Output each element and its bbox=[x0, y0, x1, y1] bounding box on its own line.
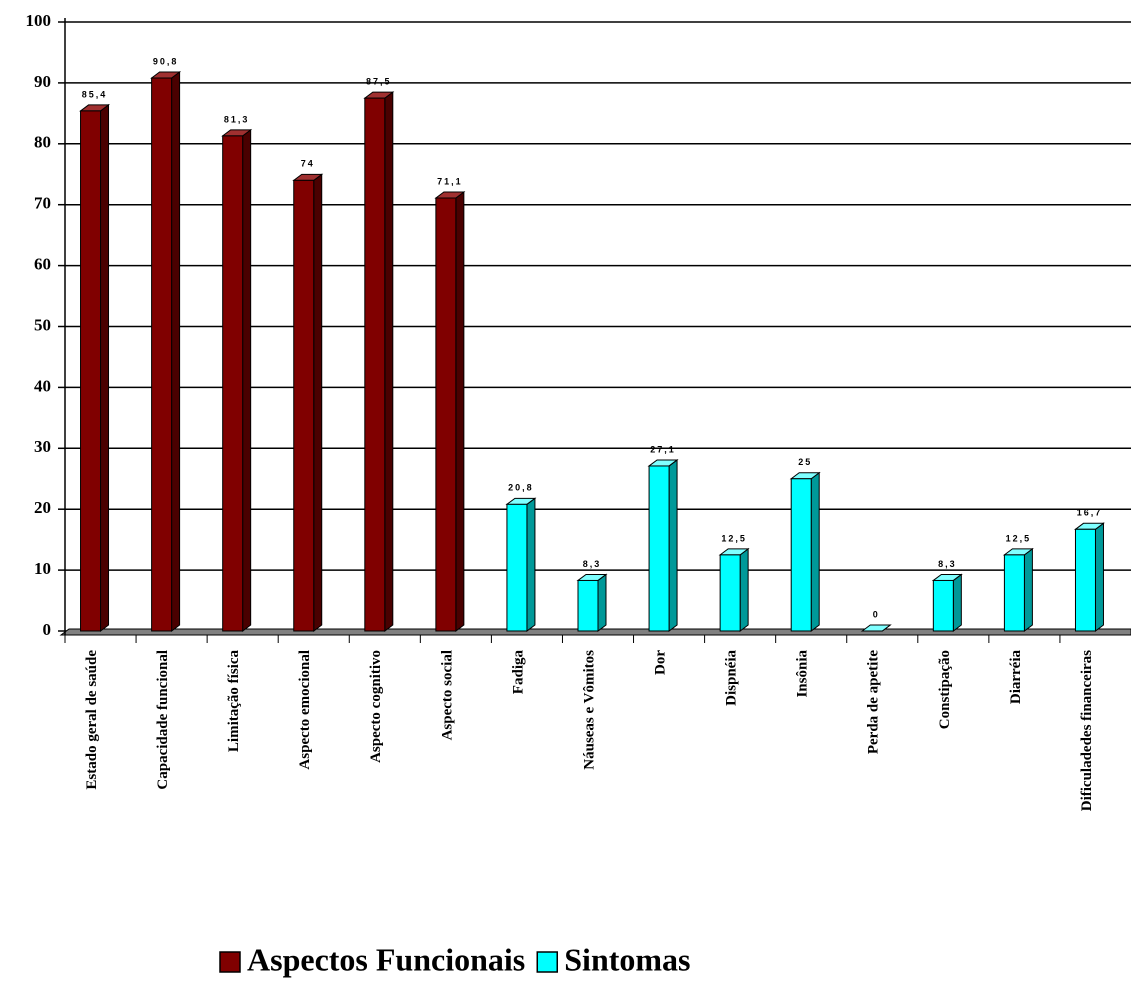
bar bbox=[719, 554, 741, 632]
y-tick-label: 60 bbox=[34, 255, 51, 274]
bar-side bbox=[242, 128, 252, 632]
data-label: 8,3 bbox=[583, 559, 602, 569]
x-tick-label: Perda de apetite bbox=[866, 650, 882, 754]
bar bbox=[506, 503, 528, 632]
bar bbox=[1003, 554, 1025, 632]
x-tick-label: Dor bbox=[653, 650, 669, 675]
x-tick-label: Limitação física bbox=[226, 650, 242, 753]
bar bbox=[80, 110, 102, 632]
x-tick-label: Constipação bbox=[937, 650, 953, 729]
bar bbox=[293, 179, 315, 632]
data-label: 71,1 bbox=[437, 176, 463, 186]
y-tick-label: 30 bbox=[34, 437, 51, 456]
bar bbox=[151, 77, 173, 632]
x-tick-label: Aspecto emocional bbox=[297, 650, 313, 770]
x-tick-label: Dificuladedes financeiras bbox=[1079, 650, 1095, 811]
bar bbox=[1074, 528, 1096, 632]
legend-swatch bbox=[219, 951, 241, 973]
x-tick-label: Dispnéia bbox=[724, 650, 740, 706]
bar-side bbox=[1094, 522, 1104, 632]
data-label: 8,3 bbox=[938, 559, 957, 569]
y-tick-label: 20 bbox=[34, 498, 51, 517]
data-label: 16,7 bbox=[1077, 508, 1103, 518]
bar-side bbox=[810, 471, 820, 632]
data-label: 20,8 bbox=[508, 483, 534, 493]
bar-side bbox=[313, 173, 323, 632]
y-tick-label: 10 bbox=[34, 559, 51, 578]
bar-side bbox=[952, 573, 962, 632]
x-tick-label: Aspecto cognitivo bbox=[368, 650, 384, 763]
legend-label: Aspectos Funcionais bbox=[247, 941, 525, 977]
bar bbox=[435, 197, 457, 632]
bar-side bbox=[739, 547, 749, 632]
bar-side bbox=[384, 91, 394, 632]
bar-side bbox=[526, 497, 536, 632]
bar-side bbox=[597, 573, 607, 632]
y-tick-label: 90 bbox=[34, 72, 51, 91]
bar-side bbox=[171, 71, 181, 632]
y-tick-label: 0 bbox=[43, 620, 52, 639]
data-label: 12,5 bbox=[721, 533, 747, 543]
x-tick-label: Náuseas e Vômitos bbox=[581, 650, 597, 770]
bar-side bbox=[668, 458, 678, 632]
bar bbox=[222, 135, 244, 632]
data-label: 81,3 bbox=[224, 114, 250, 124]
y-tick-label: 40 bbox=[34, 376, 51, 395]
data-label: 74 bbox=[301, 159, 315, 169]
x-tick-label: Estado geral de saúde bbox=[84, 650, 100, 790]
data-label: 87,5 bbox=[366, 77, 392, 87]
data-label: 27,1 bbox=[650, 444, 676, 454]
x-tick-label: Diarréia bbox=[1008, 650, 1024, 705]
data-label: 12,5 bbox=[1006, 533, 1032, 543]
data-label: 25 bbox=[798, 457, 812, 467]
x-tick-label: Capacidade funcional bbox=[155, 650, 171, 790]
y-tick-label: 70 bbox=[34, 194, 51, 213]
y-tick-label: 80 bbox=[34, 133, 51, 152]
bar-side bbox=[455, 191, 465, 632]
x-tick-label: Insônia bbox=[795, 650, 811, 698]
data-label: 0 bbox=[873, 609, 880, 619]
data-label: 85,4 bbox=[82, 89, 108, 99]
legend-swatch bbox=[536, 951, 558, 973]
bar-side bbox=[1023, 547, 1033, 632]
bar bbox=[790, 478, 812, 632]
bar bbox=[577, 579, 599, 632]
bar-top bbox=[860, 624, 892, 632]
bar bbox=[648, 465, 670, 632]
x-tick-label: Aspecto social bbox=[439, 650, 455, 740]
y-tick-label: 100 bbox=[26, 11, 52, 30]
bar bbox=[932, 579, 954, 632]
bar-side bbox=[100, 103, 110, 632]
y-tick-label: 50 bbox=[34, 315, 51, 334]
data-label: 90,8 bbox=[153, 56, 179, 66]
legend-label: Sintomas bbox=[564, 941, 690, 977]
x-tick-label: Fadiga bbox=[510, 650, 526, 695]
bar bbox=[364, 97, 386, 632]
